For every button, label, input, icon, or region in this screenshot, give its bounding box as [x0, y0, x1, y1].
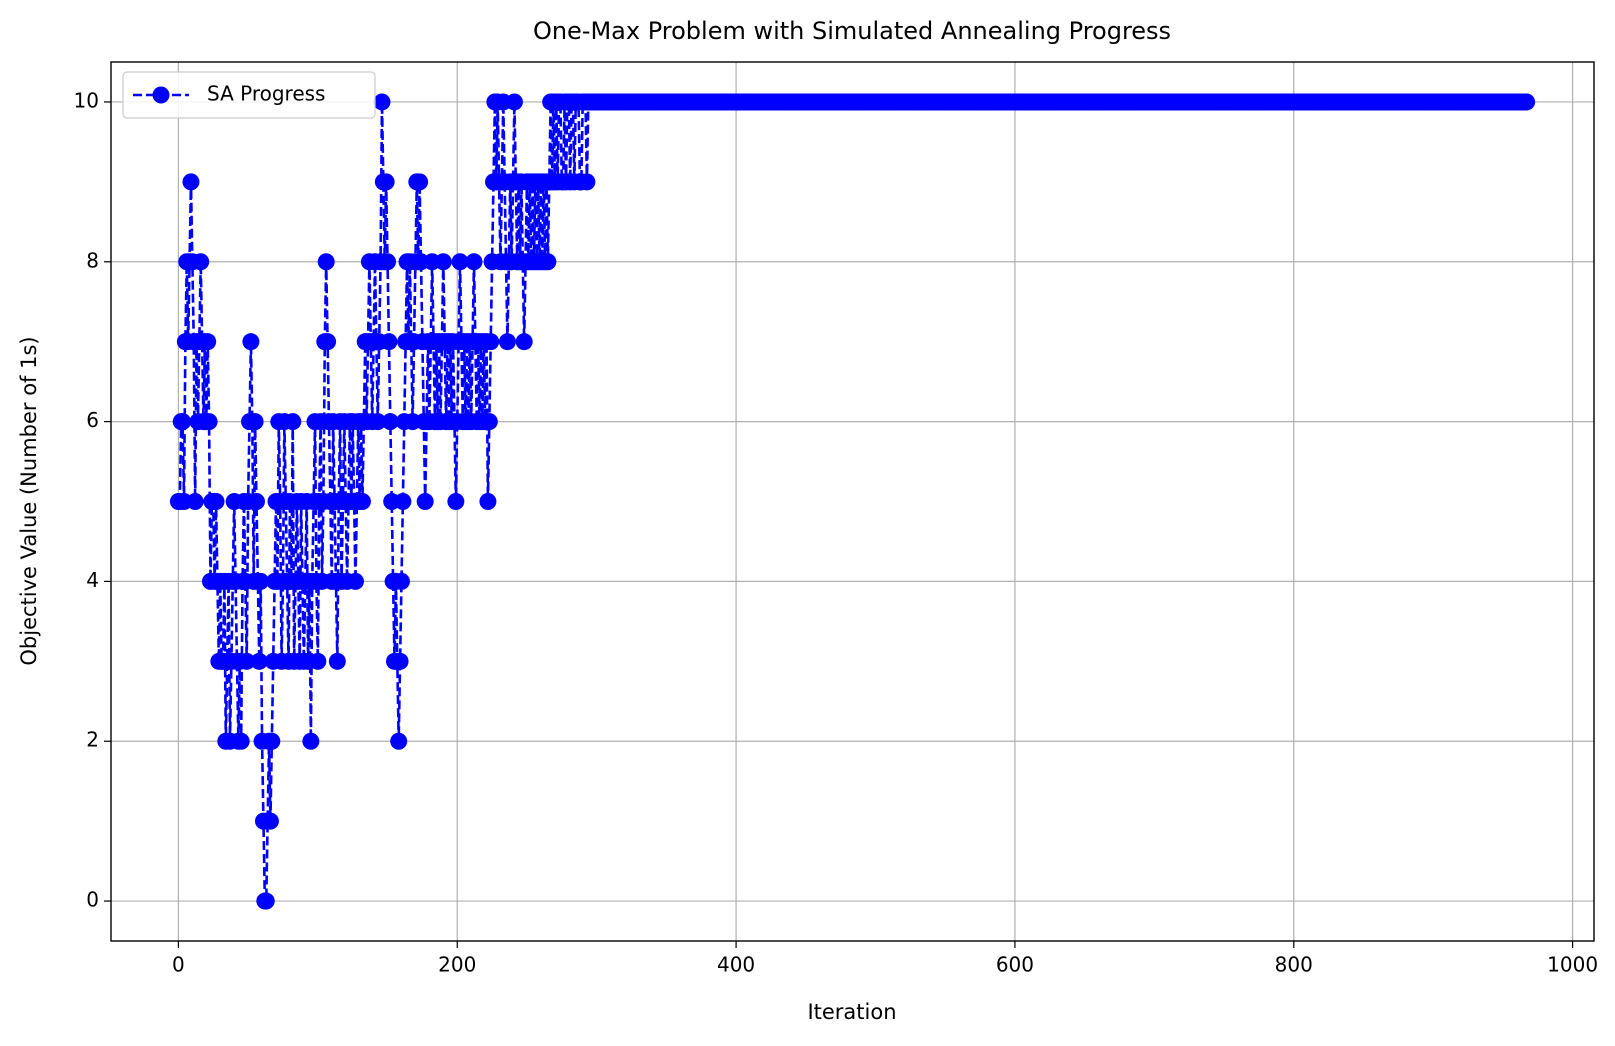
- point: [392, 572, 410, 590]
- point: [465, 253, 483, 271]
- point: [319, 333, 337, 351]
- point: [192, 253, 210, 271]
- y-tick-label: 0: [86, 888, 99, 912]
- y-tick-label: 2: [86, 728, 99, 752]
- point: [379, 253, 397, 271]
- chart-title: One-Max Problem with Simulated Annealing…: [533, 17, 1171, 45]
- point: [302, 732, 320, 750]
- point: [482, 333, 500, 351]
- point: [284, 413, 302, 431]
- point: [199, 333, 217, 351]
- point: [346, 572, 364, 590]
- point: [261, 812, 279, 830]
- point: [207, 493, 225, 510]
- point: [174, 413, 192, 431]
- point: [263, 732, 281, 750]
- point: [391, 652, 409, 670]
- legend-box: [122, 71, 376, 119]
- point: [238, 652, 256, 670]
- x-tick-label: 200: [438, 953, 476, 977]
- point: [257, 892, 275, 910]
- point: [479, 493, 497, 510]
- point: [369, 413, 387, 431]
- x-tick-label: 800: [1275, 953, 1313, 977]
- point: [578, 173, 596, 191]
- y-tick-label: 8: [86, 248, 99, 272]
- point: [309, 652, 327, 670]
- point: [250, 652, 268, 670]
- point: [252, 572, 270, 590]
- y-axis-label: Objective Value (Number of 1s): [17, 336, 41, 665]
- point: [328, 652, 346, 670]
- y-tick-label: 4: [86, 568, 99, 592]
- point: [317, 253, 335, 271]
- point: [186, 493, 204, 510]
- legend-label: SA Progress: [207, 82, 325, 106]
- point: [380, 333, 398, 351]
- x-tick-label: 600: [996, 953, 1034, 977]
- point: [480, 413, 498, 431]
- y-tick-label: 10: [74, 88, 99, 112]
- point: [247, 493, 265, 510]
- point: [505, 93, 523, 111]
- point: [515, 333, 533, 351]
- legend: SA Progress: [122, 71, 376, 119]
- point: [353, 493, 371, 510]
- point: [242, 333, 260, 351]
- point: [416, 493, 434, 510]
- x-tick-label: 400: [717, 953, 755, 977]
- point: [182, 173, 200, 191]
- y-tick-label: 6: [86, 408, 99, 432]
- point: [373, 93, 391, 111]
- plot-frame: [110, 61, 1595, 942]
- point: [394, 493, 412, 510]
- point: [377, 173, 395, 191]
- x-tick-label: 1000: [1547, 953, 1598, 977]
- x-tick-label: 0: [172, 953, 185, 977]
- point: [411, 173, 429, 191]
- point: [381, 413, 399, 431]
- point: [246, 413, 264, 431]
- point: [1518, 93, 1536, 111]
- point: [539, 253, 557, 271]
- point: [434, 253, 452, 271]
- point: [451, 253, 469, 271]
- legend-marker: [152, 86, 170, 104]
- point: [390, 732, 408, 750]
- point: [498, 333, 516, 351]
- point: [232, 732, 250, 750]
- point: [447, 493, 465, 510]
- x-axis-label: Iteration: [807, 1000, 896, 1024]
- point: [200, 413, 218, 431]
